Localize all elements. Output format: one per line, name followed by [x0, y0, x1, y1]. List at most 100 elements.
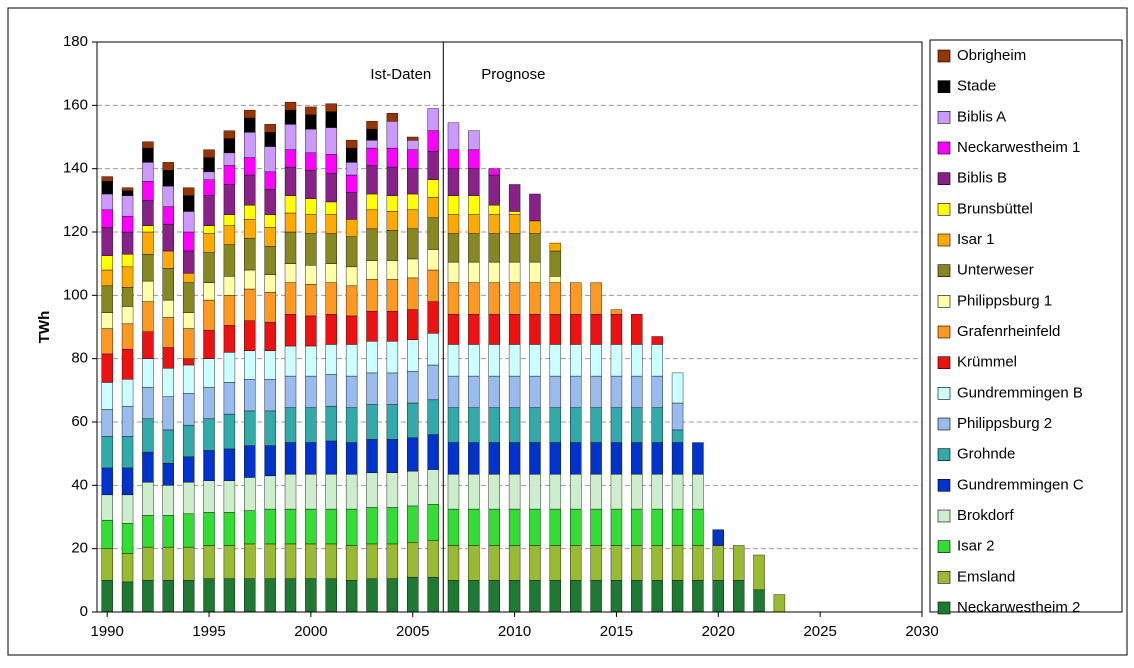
y-tick-label: 180 [63, 33, 88, 50]
bar-segment [223, 152, 236, 166]
bar-segment [142, 386, 154, 420]
legend-swatch [937, 203, 951, 216]
bar-segment [671, 442, 684, 475]
bar-segment [529, 314, 541, 345]
bar-segment [223, 325, 236, 353]
bar-segment [325, 214, 337, 234]
bar-segment [570, 508, 582, 546]
bar-segment [508, 375, 521, 408]
bar-segment [488, 407, 500, 443]
bar-segment [244, 410, 256, 446]
y-tick-label: 120 [63, 223, 88, 240]
bar-segment [610, 474, 623, 510]
bar-segment [386, 310, 399, 342]
bar-segment [305, 170, 317, 199]
bar-segment [162, 162, 174, 171]
legend-label: Obrigheim [957, 47, 1026, 64]
bar-segment [468, 545, 480, 581]
bar-segment [549, 250, 562, 277]
bar-segment [407, 437, 419, 472]
bar-segment [345, 442, 358, 475]
bar-segment [121, 523, 134, 554]
bar-segment [590, 344, 602, 377]
bar-segment [692, 474, 704, 510]
y-tick-label: 140 [63, 160, 88, 177]
bar-segment [264, 508, 276, 545]
bar-segment [325, 154, 337, 174]
bar-segment [570, 442, 582, 475]
bar-segment [508, 184, 521, 212]
bar-segment [223, 276, 236, 296]
bar-segment [427, 130, 439, 152]
bar-segment [366, 209, 378, 230]
bar-segment [162, 367, 174, 397]
bar-segment [366, 120, 378, 130]
bar-segment [366, 507, 378, 545]
bar-segment [244, 174, 256, 206]
bar-segment [671, 402, 684, 431]
bar-segment [468, 149, 480, 169]
bar-segment [488, 508, 500, 546]
bar-segment [162, 250, 174, 269]
bar-segment [182, 393, 195, 426]
bar-segment [529, 220, 541, 234]
bar-segment [468, 233, 480, 263]
bar-segment [427, 249, 439, 271]
bar-segment [182, 424, 195, 458]
x-tick-label: 2015 [600, 623, 633, 640]
bar-segment [121, 467, 134, 496]
bar-segment [427, 434, 439, 470]
bar-segment [264, 291, 276, 323]
bar-segment [407, 277, 419, 310]
bar-segment [671, 580, 684, 613]
bar-segment [488, 282, 500, 315]
bar-segment [529, 508, 541, 546]
bar-segment [101, 548, 113, 581]
bar-segment [325, 263, 337, 283]
legend-swatch [937, 509, 951, 523]
bar-segment [203, 358, 215, 388]
bar-segment [244, 288, 256, 321]
bar-segment [223, 512, 236, 546]
bar-segment [182, 580, 195, 613]
bar-segment [203, 329, 215, 359]
bar-segment [142, 147, 154, 163]
bar-segment [223, 225, 236, 245]
bar-segment [305, 128, 317, 154]
legend-swatch [937, 356, 951, 369]
legend-swatch [937, 49, 951, 63]
legend-swatch [937, 540, 951, 553]
bar-segment [264, 322, 276, 351]
legend-label: Gundremmingen C [957, 476, 1084, 493]
bar-segment [651, 375, 663, 408]
legend-label: Gundremmingen B [957, 384, 1083, 401]
bar-segment [244, 238, 256, 271]
bar-segment [121, 231, 134, 255]
bar-segment [244, 445, 256, 478]
bar-segment [468, 130, 480, 150]
bar-segment [121, 323, 134, 350]
bar-segment [203, 179, 215, 196]
plot-border [96, 41, 923, 613]
bar-segment [407, 193, 419, 211]
x-tick-label: 2025 [803, 623, 836, 640]
bar-segment [223, 448, 236, 481]
bar-segment [712, 529, 724, 546]
bar-segment [508, 314, 521, 345]
bar-segment [142, 331, 154, 359]
bar-segment [305, 265, 317, 285]
bar-segment [529, 580, 541, 613]
bar-segment [142, 280, 154, 302]
bar-segment [121, 436, 134, 469]
bar-segment [101, 409, 113, 437]
bar-segment [284, 109, 297, 125]
bar-segment [345, 375, 358, 408]
bar-segment [101, 227, 113, 256]
bar-segment [203, 512, 215, 546]
bar-segment [427, 540, 439, 578]
bar-segment [468, 407, 480, 443]
bar-segment [162, 185, 174, 207]
bar-segment [590, 442, 602, 475]
bar-segment [264, 350, 276, 380]
bar-segment [447, 195, 460, 215]
